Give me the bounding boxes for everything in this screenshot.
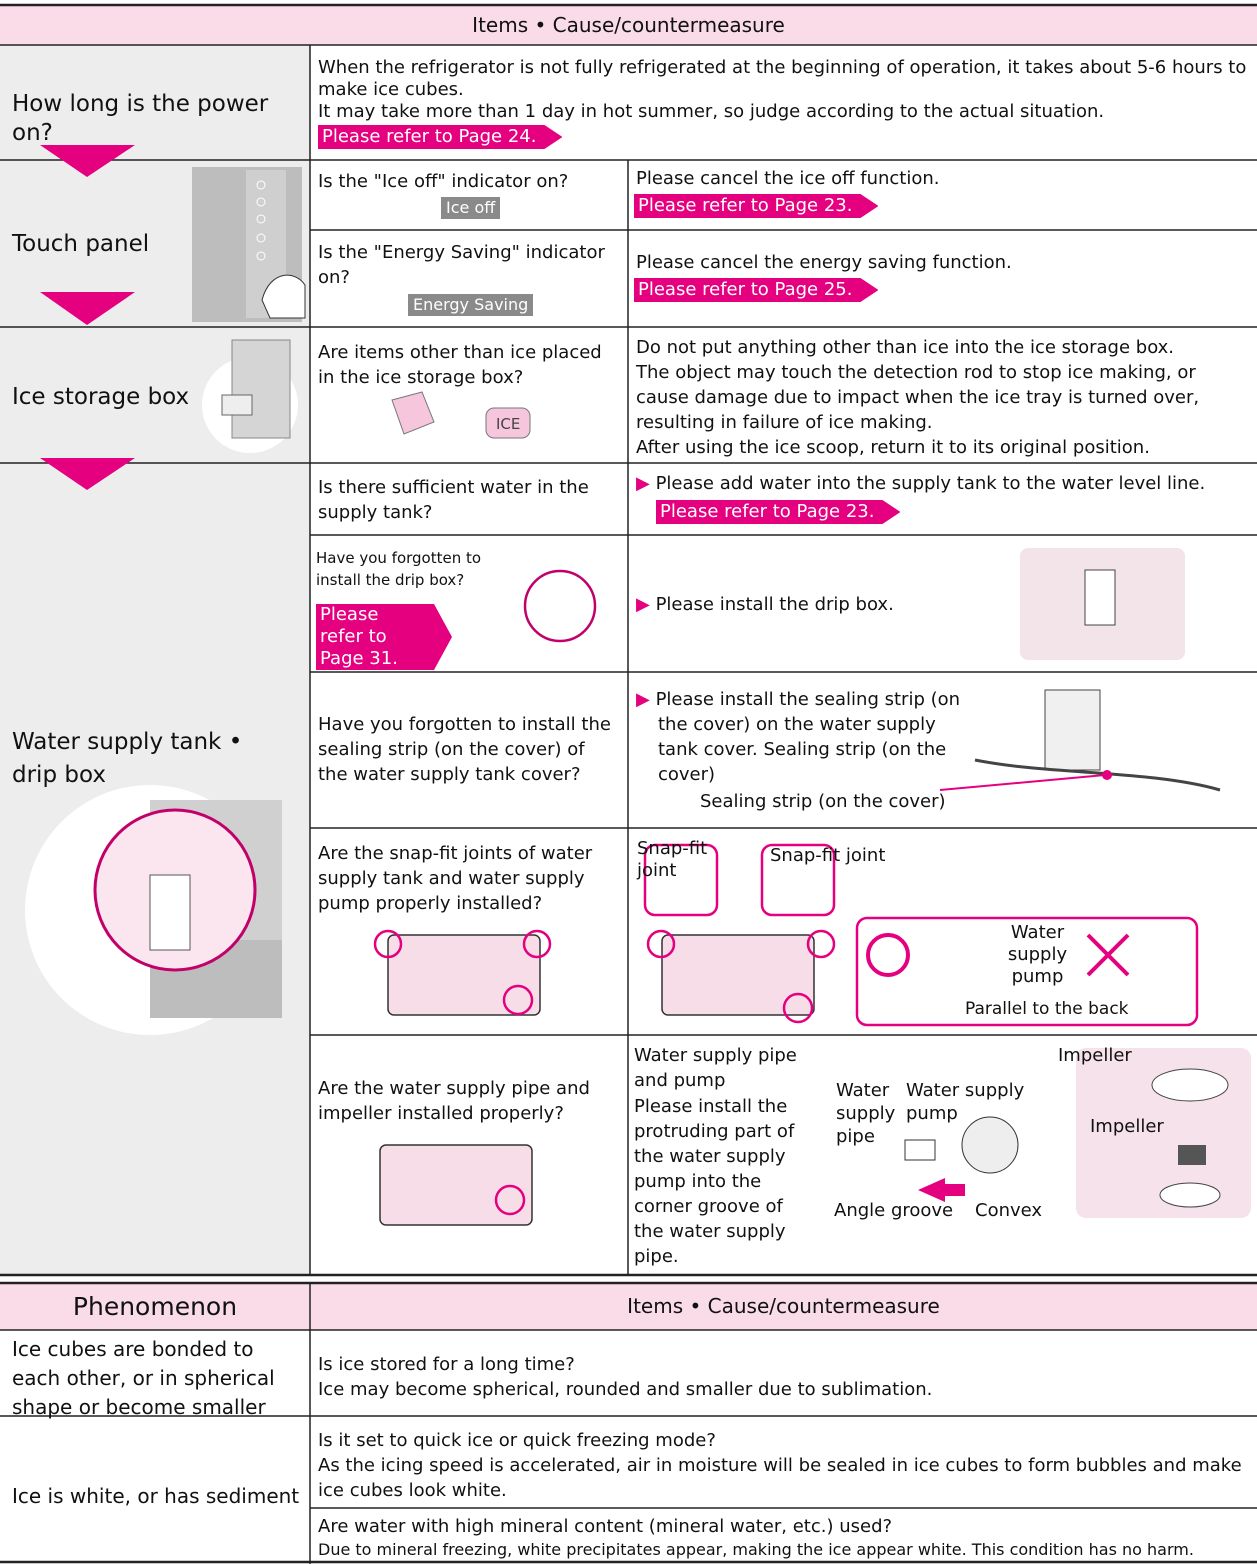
page-ref: Please refer to Page 25. <box>634 278 878 302</box>
bullet: ▶ <box>636 473 650 494</box>
question: Is ice stored for a long time? <box>318 1354 575 1375</box>
action: Please install the protruding part of th… <box>634 1096 795 1267</box>
answer: Due to mineral freezing, white precipita… <box>318 1540 1194 1559</box>
label: Water supply pump <box>1007 922 1068 987</box>
label: Impeller <box>1058 1045 1132 1066</box>
label: Angle groove <box>834 1200 954 1221</box>
items-header: Items • Cause/countermeasure <box>627 1294 940 1318</box>
page-ref: Please refer to Page 23. <box>634 194 878 218</box>
action: Do not put anything other than ice into … <box>636 337 1175 358</box>
icon-label: ICE <box>496 415 521 433</box>
phenomenon: Ice cubes are bonded to each other, or i… <box>12 1337 275 1419</box>
answer: As the icing speed is accelerated, air i… <box>318 1455 1242 1501</box>
action-text: Please install the drip box. <box>655 594 894 615</box>
question: Have you forgotten to install the sealin… <box>318 714 611 785</box>
label: Snap-fit joint <box>637 838 708 881</box>
action-text: Please install the sealing strip (on the… <box>655 689 961 785</box>
action: The object may touch the detection rod t… <box>636 362 1200 433</box>
question: Are the water supply pipe and impeller i… <box>318 1078 590 1124</box>
question: Are items other than ice placed in the i… <box>318 342 602 388</box>
item: How long is the power on? <box>12 91 269 146</box>
question: Is the "Energy Saving" indicator on? <box>318 242 605 288</box>
bullet: ▶ <box>636 594 650 615</box>
action: ▶ Please install the drip box. <box>636 592 1006 617</box>
label: Parallel to the back <box>965 999 1129 1019</box>
action: ▶ Please install the sealing strip (on t… <box>636 687 968 787</box>
text: When the refrigerator is not fully refri… <box>318 57 1247 100</box>
action: Please cancel the energy saving function… <box>636 252 1012 273</box>
page-ref: Please refer to Page 24. <box>318 125 562 149</box>
question: Are the snap-fit joints of water supply … <box>318 843 593 914</box>
header-title: Items • Cause/countermeasure <box>472 13 785 37</box>
phenomenon: Ice is white, or has sediment <box>12 1484 300 1508</box>
label: Water supply pipe <box>836 1080 896 1147</box>
action-text: Please add water into the supply tank to… <box>655 473 1206 494</box>
label: Impeller <box>1090 1116 1164 1137</box>
text: It may take more than 1 day in hot summe… <box>318 101 1105 122</box>
indicator: Energy Saving <box>408 294 534 316</box>
action: ▶ Please add water into the supply tank … <box>636 471 1251 496</box>
item: Water supply tank • drip box <box>12 729 243 788</box>
question: Is it set to quick ice or quick freezing… <box>318 1430 716 1451</box>
question: Are water with high mineral content (min… <box>318 1516 893 1537</box>
question: Is there sufficient water in the supply … <box>318 477 589 523</box>
action: Please cancel the ice off function. <box>636 168 940 189</box>
phenomenon-header: Phenomenon <box>72 1292 238 1321</box>
item: Ice storage box <box>12 384 190 410</box>
label: Snap-fit joint <box>770 845 886 866</box>
page-ref: Please refer to Page 31. <box>316 604 452 670</box>
question: Is the "Ice off" indicator on? <box>318 171 569 192</box>
indicator: Ice off <box>441 197 501 219</box>
answer: Ice may become spherical, rounded and sm… <box>318 1379 933 1400</box>
action: Water supply pipe and pump <box>634 1045 797 1091</box>
bullet: ▶ <box>636 689 650 710</box>
question: Have you forgotten to install the drip b… <box>316 549 482 589</box>
action: After using the ice scoop, return it to … <box>636 437 1150 458</box>
callout: Sealing strip (on the cover) <box>700 791 946 812</box>
label: Convex <box>975 1200 1043 1221</box>
item: Touch panel <box>12 231 150 257</box>
label: Water supply pump <box>906 1080 1025 1124</box>
page-ref: Please refer to Page 23. <box>656 500 900 524</box>
